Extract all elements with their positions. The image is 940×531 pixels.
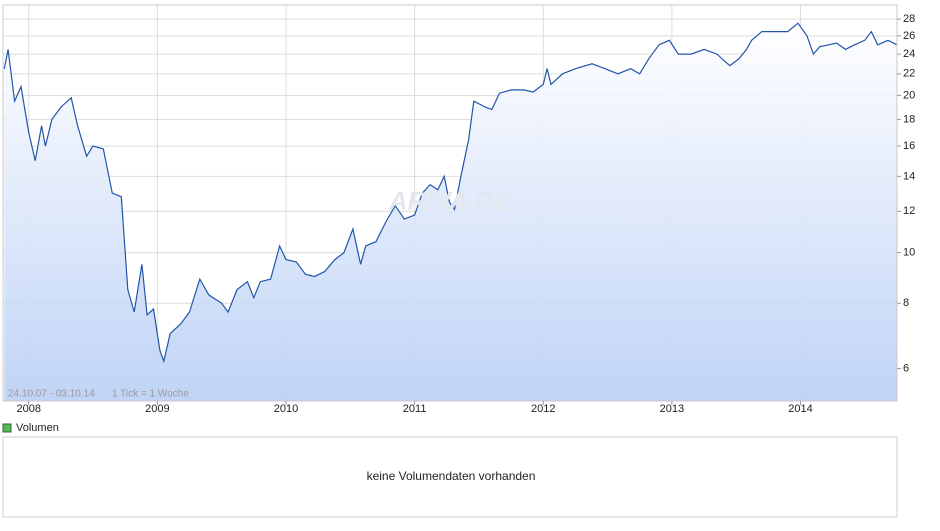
y-tick-label: 24	[903, 48, 915, 60]
y-tick-label: 18	[903, 113, 915, 125]
y-tick-label: 28	[903, 13, 915, 25]
y-tick-label: 10	[903, 247, 915, 259]
x-tick-label: 2014	[788, 403, 812, 415]
plot-frame	[2, 4, 898, 402]
y-tick-label: 8	[903, 297, 909, 309]
x-tick-label: 2013	[660, 403, 684, 415]
x-tick-label: 2012	[531, 403, 555, 415]
volume-message: keine Volumendaten vorhanden	[367, 469, 536, 483]
y-tick-label: 20	[903, 89, 915, 101]
price-line	[3, 22, 898, 364]
area	[4, 23, 898, 401]
volume-panel	[2, 436, 898, 518]
x-tick-label: 2011	[403, 403, 427, 415]
x-tick-label: 2009	[145, 403, 169, 415]
watermark: ARIVA.DE	[388, 186, 512, 216]
y-tick-label: 6	[903, 362, 909, 374]
y-tick-label: 12	[903, 205, 915, 217]
y-tick-label: 16	[903, 140, 915, 152]
tick-note: 1 Tick = 1 Woche	[112, 389, 189, 400]
y-tick-label: 22	[903, 68, 915, 80]
y-tick-label: 26	[903, 30, 915, 42]
x-tick-label: 2010	[274, 403, 298, 415]
date-range: 24.10.07 - 03.10.14	[8, 389, 95, 400]
legend-label: Volumen	[16, 422, 59, 434]
x-tick-label: 2008	[16, 403, 40, 415]
y-tick-label: 14	[903, 170, 915, 182]
legend-swatch	[2, 423, 12, 433]
